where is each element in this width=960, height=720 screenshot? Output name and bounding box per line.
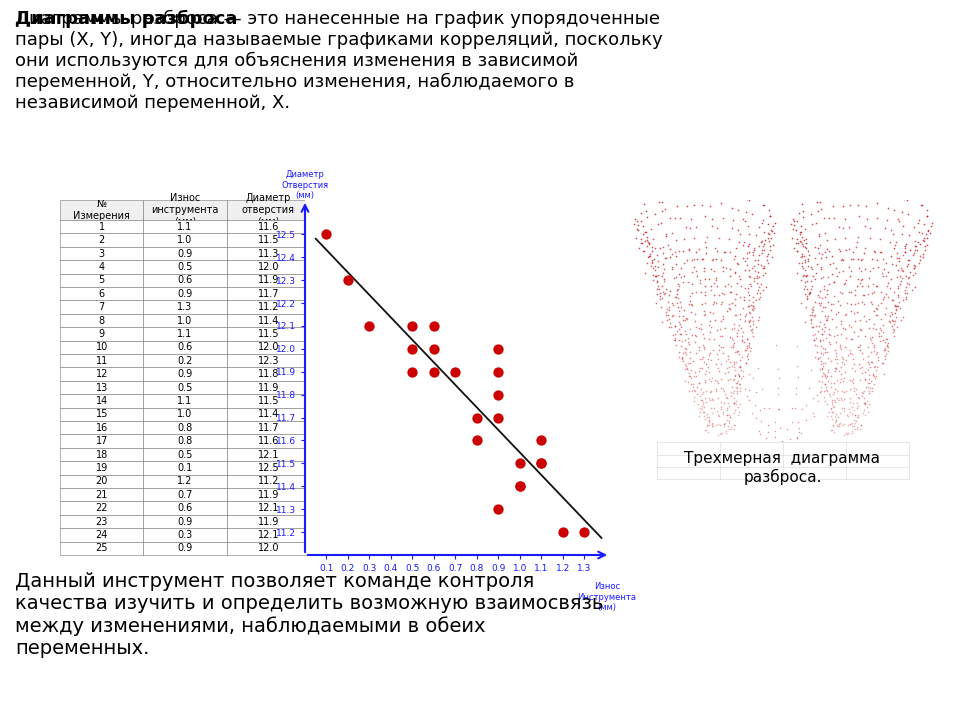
Point bbox=[512, 480, 527, 492]
Text: Трехмерная  диаграмма
разброса.: Трехмерная диаграмма разброса. bbox=[684, 451, 880, 485]
Point bbox=[469, 412, 485, 423]
Point bbox=[405, 320, 420, 332]
Point bbox=[491, 412, 506, 423]
Point bbox=[512, 458, 527, 469]
Point bbox=[405, 343, 420, 355]
Point bbox=[469, 435, 485, 446]
Point bbox=[534, 435, 549, 446]
Point bbox=[491, 503, 506, 515]
Point bbox=[340, 274, 355, 286]
Text: Диаграммы разброса — это нанесенные на график упорядоченные
пары (X, Y), иногда : Диаграммы разброса — это нанесенные на г… bbox=[15, 10, 662, 112]
Point bbox=[405, 366, 420, 377]
Text: Диаметр
Отверстия
(мм): Диаметр Отверстия (мм) bbox=[281, 170, 328, 200]
Point bbox=[319, 228, 334, 240]
Point bbox=[534, 458, 549, 469]
Point bbox=[491, 389, 506, 400]
Text: Диаграммы разброса: Диаграммы разброса bbox=[15, 10, 237, 28]
Point bbox=[512, 480, 527, 492]
Point bbox=[555, 526, 570, 538]
Text: Износ
Инструмента
(мм): Износ Инструмента (мм) bbox=[578, 582, 636, 612]
Point bbox=[447, 366, 463, 377]
Point bbox=[491, 366, 506, 377]
Point bbox=[577, 526, 592, 538]
Point bbox=[362, 320, 377, 332]
Point bbox=[534, 458, 549, 469]
Point bbox=[426, 366, 442, 377]
Point bbox=[426, 343, 442, 355]
Point bbox=[426, 320, 442, 332]
Text: Данный инструмент позволяет команде контроля
качества изучить и определить возмо: Данный инструмент позволяет команде конт… bbox=[15, 572, 604, 658]
Point bbox=[491, 343, 506, 355]
